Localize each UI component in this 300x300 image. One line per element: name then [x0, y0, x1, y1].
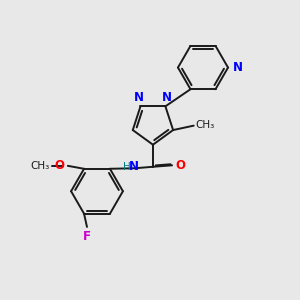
- Text: O: O: [54, 159, 64, 172]
- Text: N: N: [129, 160, 139, 173]
- Text: F: F: [83, 230, 91, 243]
- Text: CH₃: CH₃: [196, 120, 215, 130]
- Text: O: O: [176, 159, 186, 172]
- Text: N: N: [162, 91, 172, 104]
- Text: N: N: [232, 61, 242, 74]
- Text: CH₃: CH₃: [30, 161, 49, 171]
- Text: H: H: [124, 162, 131, 172]
- Text: N: N: [134, 91, 144, 104]
